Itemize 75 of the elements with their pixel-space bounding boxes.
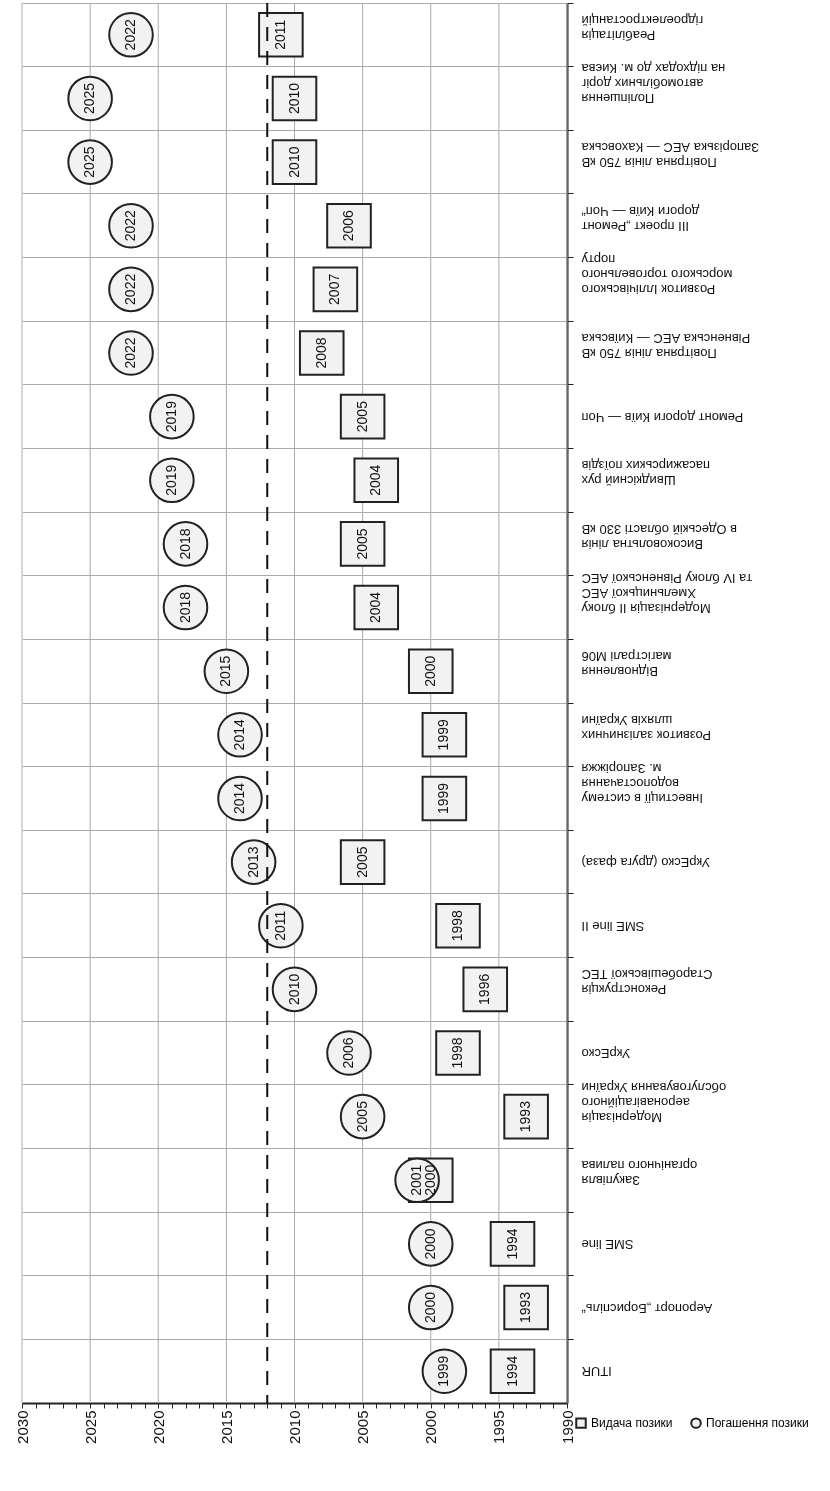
y-tick-label: Реконструкція Старобешівської ТЕС: [581, 967, 713, 998]
data-label: 2022: [122, 273, 138, 305]
data-label: 1998: [449, 1037, 465, 1069]
y-tick-label: ІІІ проект „Ремонт дороги Київ — Чоп“: [581, 203, 700, 234]
data-label: 1998: [449, 909, 465, 942]
x-tick-label: 2025: [81, 1410, 99, 1444]
data-label: 2011: [271, 910, 288, 941]
y-tick-label: SME line: [581, 1236, 634, 1252]
y-tick-label: Повітряна лінія 750 кВ Рівненська АЕС — Київська: [580, 331, 751, 361]
data-label: 1999: [435, 782, 452, 815]
data-label: 1994: [503, 1355, 520, 1387]
y-tick-label: ITUR: [581, 1364, 612, 1380]
y-tick-label: Закупівля органічного палива: [580, 1158, 698, 1189]
y-tick-label: Розвиток залізничних шляхів України: [581, 712, 711, 743]
y-tick-label: Інвестиції в систему водопостачання м. Запоріжжя: [581, 761, 703, 807]
x-tick-label: 2010: [286, 1410, 303, 1444]
data-label: 2019: [162, 400, 179, 433]
y-tick-label: Швидкісний рух пасажирських поїздів: [581, 458, 710, 489]
y-tick-label: Розвиток Іллічівського морського торговельного порту: [581, 252, 733, 298]
data-label: 1993: [517, 1291, 534, 1324]
data-label: 2008: [312, 337, 329, 369]
data-label: 2005: [353, 528, 370, 560]
y-tick-label: Повітряна лінія 750 кВ Запорізька АЕС — Каховська: [580, 140, 760, 171]
x-tick-label: 2020: [149, 1410, 167, 1444]
data-label: 2000: [421, 655, 438, 687]
data-label: 2025: [81, 146, 98, 178]
x-tick-label: 1995: [490, 1410, 508, 1444]
legend-label: Видача позики: [591, 1416, 673, 1431]
x-tick-label: 2005: [354, 1410, 372, 1444]
data-label: 2014: [231, 782, 247, 815]
y-tick-label: Аеропорт „Бориспіль“: [581, 1300, 713, 1316]
x-tick-label: 1990: [558, 1410, 576, 1444]
data-label: 2022: [122, 337, 138, 369]
y-tick-label: Поліпшення автомобільних доріг на підходах до м. Києва: [580, 61, 726, 107]
data-label: 1999: [435, 1355, 452, 1387]
y-tick-label: УкрЕско (друга фаза): [581, 855, 710, 871]
data-label: 2014: [231, 719, 247, 751]
data-label: 2004: [367, 591, 384, 624]
data-label: 2022: [122, 19, 138, 51]
data-label: 2018: [176, 528, 193, 560]
data-label: 2010: [285, 973, 302, 1005]
y-tick-label: Відновлення магістралі М06: [581, 649, 672, 680]
data-label: 2010: [285, 82, 302, 115]
x-tick-label: 2015: [217, 1410, 235, 1444]
data-label: 2013: [244, 846, 261, 878]
data-label: 2019: [162, 464, 179, 496]
x-tick-label: 2030: [13, 1410, 31, 1444]
data-label: 1993: [517, 1100, 534, 1133]
data-label: 2018: [176, 591, 193, 624]
data-label: 2010: [285, 146, 302, 178]
x-tick-label: 2000: [422, 1410, 440, 1444]
data-label: 2011: [271, 19, 288, 50]
data-label: 2007: [326, 273, 343, 305]
data-label: 2005: [353, 846, 370, 878]
y-tick-label: Модернізація ІІ блоку Хмельницької АЕС та IV блоку Рівненської АЕС: [581, 570, 753, 616]
data-label: 2000: [421, 1291, 438, 1324]
data-label: 2015: [217, 655, 234, 687]
data-label: 1999: [435, 719, 452, 751]
data-label: 2004: [367, 464, 384, 496]
y-tick-label: Ремонт дороги Київ — Чоп: [581, 409, 744, 425]
data-label: 1994: [503, 1228, 520, 1260]
y-tick-label: Високовольтна лінія в Одеській області 330 кВ: [581, 521, 737, 552]
data-label: 2022: [122, 209, 138, 242]
data-label: 2005: [353, 400, 370, 433]
data-label: 1996: [476, 973, 493, 1005]
data-label: 2005: [353, 1100, 370, 1133]
data-label: 2006: [340, 209, 356, 242]
y-tick-label: Модернізація аеронавігаційного обслуговування України: [581, 1079, 727, 1125]
legend-label: Погашення позики: [706, 1416, 809, 1431]
data-label: 2000: [421, 1228, 438, 1260]
y-tick-label: Реабілітація гідроелектростанцій: [581, 12, 704, 43]
y-tick-label: УкрЕско: [581, 1046, 631, 1061]
data-label: 2006: [340, 1037, 356, 1069]
data-label: 2025: [81, 82, 98, 115]
y-tick-label: SME line II: [581, 918, 645, 934]
